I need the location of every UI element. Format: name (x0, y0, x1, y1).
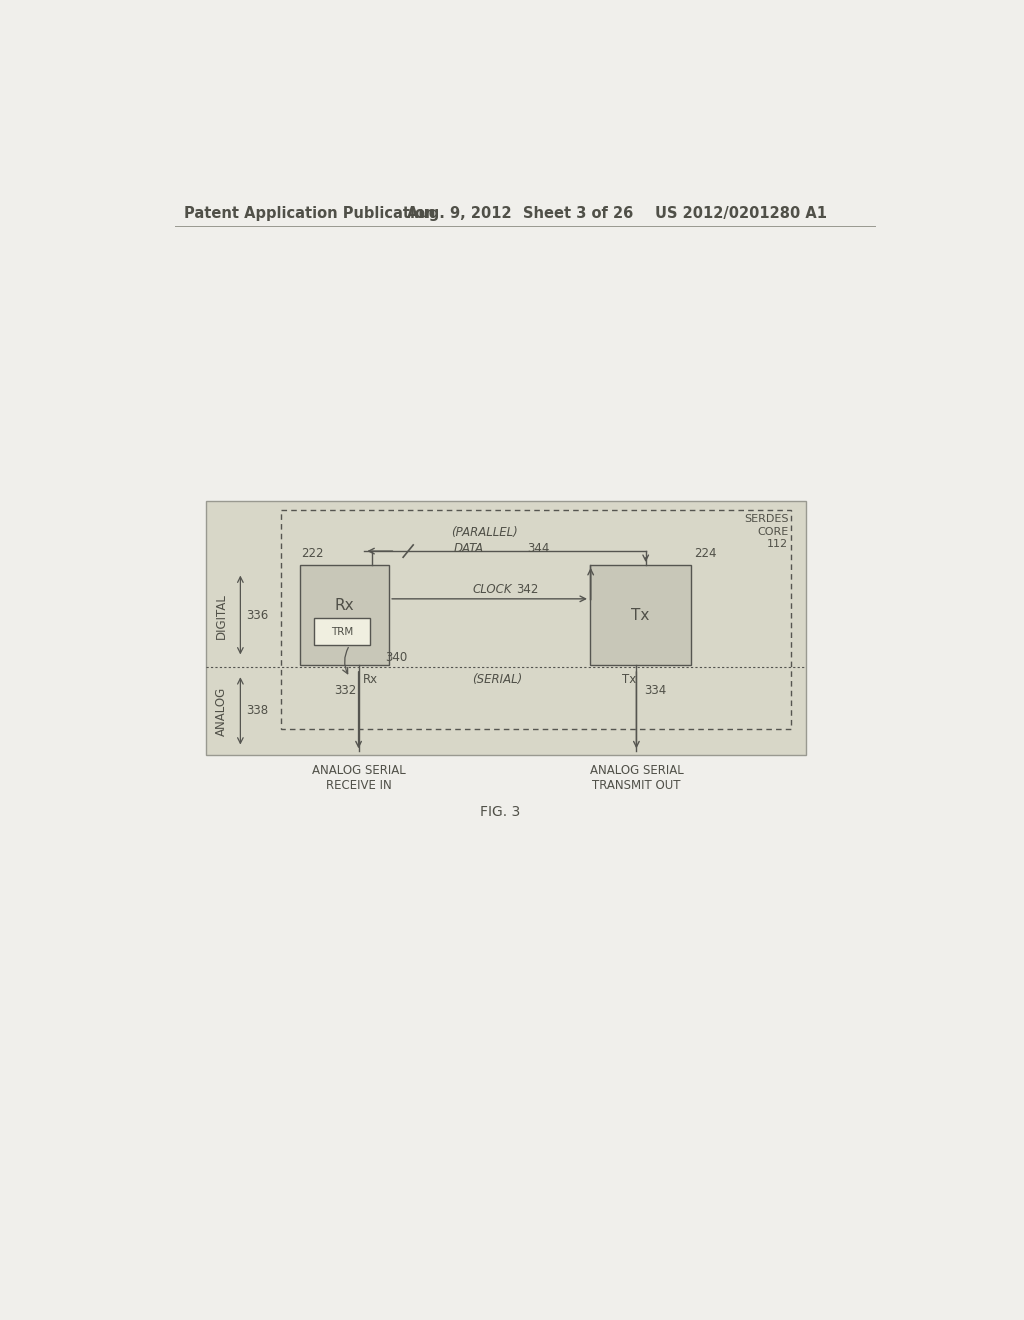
Text: Aug. 9, 2012: Aug. 9, 2012 (407, 206, 512, 222)
Text: ANALOG SERIAL
TRANSMIT OUT: ANALOG SERIAL TRANSMIT OUT (590, 764, 683, 792)
Text: FIG. 3: FIG. 3 (480, 805, 520, 820)
Text: 338: 338 (247, 705, 268, 717)
Text: 332: 332 (334, 684, 356, 697)
Bar (206, 502, 806, 755)
Text: 334: 334 (644, 684, 667, 697)
Text: Rx: Rx (362, 673, 378, 686)
Bar (282, 510, 792, 729)
Text: 224: 224 (693, 548, 716, 560)
Text: Rx: Rx (335, 598, 354, 612)
Text: CLOCK: CLOCK (473, 582, 512, 595)
Text: ANALOG SERIAL
RECEIVE IN: ANALOG SERIAL RECEIVE IN (311, 764, 406, 792)
Text: Sheet 3 of 26: Sheet 3 of 26 (523, 206, 634, 222)
Text: 340: 340 (385, 651, 408, 664)
Text: Patent Application Publication: Patent Application Publication (183, 206, 435, 222)
Bar (590, 565, 690, 665)
Text: DIGITAL: DIGITAL (214, 593, 227, 639)
Text: 344: 344 (527, 543, 550, 554)
Text: US 2012/0201280 A1: US 2012/0201280 A1 (655, 206, 827, 222)
Text: Tx: Tx (623, 673, 637, 686)
Text: DATA: DATA (454, 543, 484, 554)
Bar (300, 565, 389, 665)
Text: (SERIAL): (SERIAL) (472, 673, 522, 686)
Text: (PARALLEL): (PARALLEL) (452, 527, 518, 540)
Text: Tx: Tx (631, 607, 649, 623)
Text: TRM: TRM (331, 627, 353, 636)
Text: 342: 342 (516, 582, 539, 595)
Text: 336: 336 (247, 609, 269, 622)
Text: ANALOG: ANALOG (214, 686, 227, 735)
Text: SERDES
CORE
112: SERDES CORE 112 (743, 515, 788, 549)
Text: 222: 222 (302, 548, 325, 560)
Bar (314, 618, 370, 645)
